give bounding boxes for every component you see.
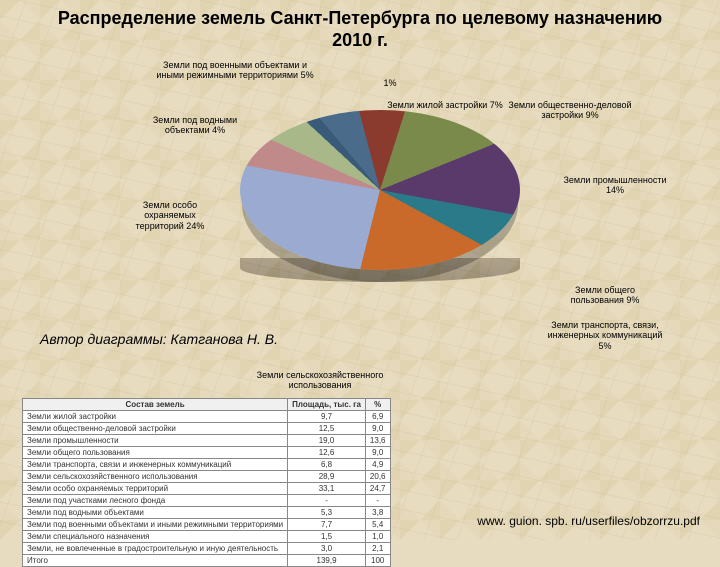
slice-label: Земли под военными объектами и иными реж…	[150, 60, 320, 81]
slice-label: Земли промышленности 14%	[560, 175, 670, 196]
table-row: Земли общего пользования12,69,0	[23, 447, 391, 459]
table-row: Земли под военными объектами и иными реж…	[23, 519, 391, 531]
slice-label: 1%	[360, 78, 420, 88]
table-row: Земли промышленности19,013,6	[23, 435, 391, 447]
table-row: Земли особо охраняемых территорий33,124,…	[23, 483, 391, 495]
table-row: Земли под участками лесного фонда--	[23, 495, 391, 507]
table-header: %	[365, 399, 390, 411]
table-header: Площадь, тыс. га	[288, 399, 366, 411]
table-row: Земли сельскохозяйственного использовани…	[23, 471, 391, 483]
content: Распределение земель Санкт-Петербурга по…	[0, 0, 720, 540]
table-row: Земли общественно-деловой застройки12,59…	[23, 423, 391, 435]
table-row: Земли транспорта, связи и инженерных ком…	[23, 459, 391, 471]
data-table: Состав земельПлощадь, тыс. га% Земли жил…	[22, 398, 391, 567]
slice-label: Земли сельскохозяйственного использовани…	[240, 370, 400, 391]
slice-label: Земли общего пользования 9%	[555, 285, 655, 306]
slice-label: Земли общественно-деловой застройки 9%	[500, 100, 640, 121]
pie-surface	[240, 110, 520, 270]
table-row: Земли жилой застройки9,76,9	[23, 411, 391, 423]
source-link[interactable]: www. guion. spb. ru/userfiles/obzorrzu.p…	[477, 514, 700, 528]
table-row: Итого139,9100	[23, 555, 391, 567]
table-row: Земли, не вовлеченные в градостроительну…	[23, 543, 391, 555]
table-row: Земли под водными объектами5,33,8	[23, 507, 391, 519]
slice-label: Земли особо охраняемых территорий 24%	[120, 200, 220, 231]
table-header: Состав земель	[23, 399, 288, 411]
slice-label: Земли транспорта, связи, инженерных комм…	[540, 320, 670, 351]
slice-label: Земли жилой застройки 7%	[385, 100, 505, 110]
pie-chart	[240, 110, 520, 270]
chart-title: Распределение земель Санкт-Петербурга по…	[0, 0, 720, 51]
table-row: Земли специального назначения1,51,0	[23, 531, 391, 543]
author-credit: Автор диаграммы: Катганова Н. В.	[40, 330, 278, 348]
slice-label: Земли под водными объектами 4%	[135, 115, 255, 136]
